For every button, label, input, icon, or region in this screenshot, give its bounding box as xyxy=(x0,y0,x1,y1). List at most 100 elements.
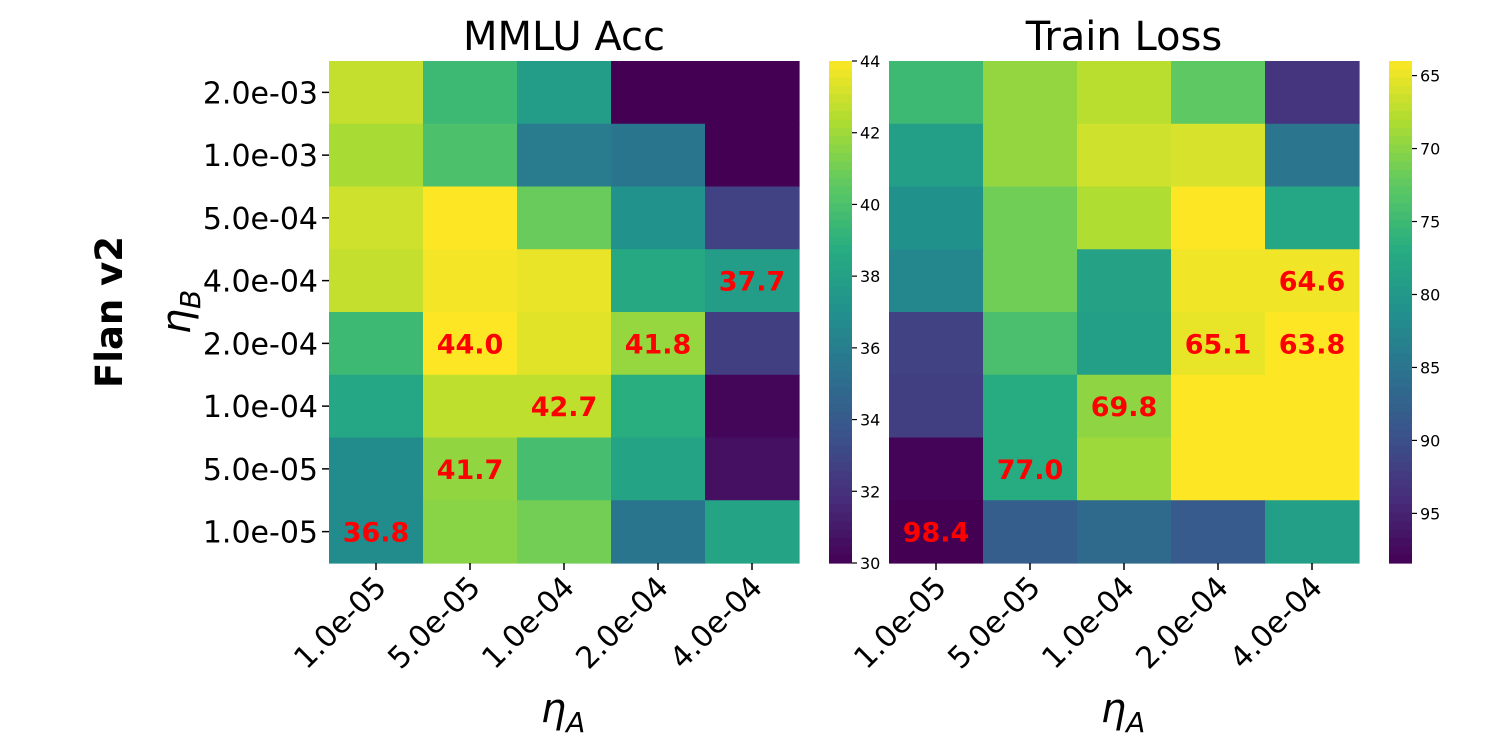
x-axis-label-left-sub: A xyxy=(564,706,585,739)
x-axis-label-left: ηA xyxy=(541,686,586,739)
colorbar-segment xyxy=(829,211,852,221)
colorbar-segment xyxy=(1389,487,1412,497)
x-axis-label-right-sub: A xyxy=(1124,706,1145,739)
colorbar-segment xyxy=(1389,337,1412,347)
heatmap-cell xyxy=(1171,61,1266,125)
colorbar-segment xyxy=(829,186,852,196)
cell-annotation: 44.0 xyxy=(437,329,504,360)
y-tick-label: 5.0e-05 xyxy=(203,453,318,488)
colorbar-segment xyxy=(829,370,852,380)
colorbar-tick-label: 95 xyxy=(1420,504,1440,523)
cell-annotation: 77.0 xyxy=(997,455,1064,486)
heatmap-cell xyxy=(1077,123,1172,188)
heatmap-cell xyxy=(1077,61,1172,125)
heatmap-cell xyxy=(423,186,518,250)
colorbar-segment xyxy=(1389,345,1412,355)
colorbar-segment xyxy=(829,320,852,330)
heatmap-cell xyxy=(423,500,518,564)
colorbar-segment xyxy=(1389,303,1412,313)
y-tick-label: 1.0e-03 xyxy=(203,139,318,174)
heatmap-cell xyxy=(423,312,518,376)
heatmap-cell xyxy=(1265,374,1360,439)
colorbar-segment xyxy=(1389,153,1412,162)
colorbar-segment xyxy=(1389,537,1412,547)
colorbar-segment xyxy=(829,395,852,405)
heatmap-cell xyxy=(329,374,424,439)
colorbar-segment xyxy=(1389,61,1412,70)
panel-title: MMLU Acc xyxy=(463,14,665,60)
heatmap-cell xyxy=(705,312,800,376)
cell-annotation: 41.7 xyxy=(437,455,504,486)
colorbar-segment xyxy=(1389,127,1412,137)
colorbar-segment xyxy=(829,529,852,539)
colorbar-segment xyxy=(829,420,852,430)
colorbar-segment xyxy=(1389,312,1412,321)
colorbar-segment xyxy=(829,236,852,246)
colorbar-segment xyxy=(1389,521,1412,531)
colorbar-tick-label: 75 xyxy=(1420,213,1440,232)
cell-annotation: 65.1 xyxy=(1185,329,1252,360)
colorbar-segment xyxy=(829,178,852,188)
colorbar-segment xyxy=(829,136,852,146)
colorbar-segment xyxy=(1389,378,1412,388)
colorbar-segment xyxy=(1389,178,1412,188)
x-tick-label: 5.0e-05 xyxy=(381,570,487,676)
colorbar-segment xyxy=(1389,496,1412,506)
colorbar-segment xyxy=(1389,479,1412,489)
heatmap-cell xyxy=(705,500,800,564)
heatmap-cell xyxy=(983,186,1078,250)
colorbar-segment xyxy=(1389,69,1412,79)
colorbar-segment xyxy=(1389,412,1412,422)
heatmap-cell xyxy=(889,61,984,125)
heatmap-cell xyxy=(705,123,800,188)
colorbar-segment xyxy=(829,253,852,263)
heatmap-cell xyxy=(889,374,984,439)
colorbar-segment xyxy=(1389,161,1412,171)
heatmap-cell xyxy=(983,312,1078,376)
colorbar-segment xyxy=(1389,470,1412,480)
heatmap-cell xyxy=(705,437,800,501)
colorbar-segment xyxy=(829,328,852,338)
heatmap-cell xyxy=(611,61,706,125)
colorbar-segment xyxy=(1389,119,1412,129)
heatmap-cell xyxy=(517,186,612,250)
colorbar-tick-label: 90 xyxy=(1420,431,1440,450)
cell-annotation: 37.7 xyxy=(719,267,786,298)
colorbar-tick-label: 34 xyxy=(860,411,880,430)
colorbar-segment xyxy=(829,479,852,489)
colorbar-segment xyxy=(1389,454,1412,464)
x-tick-label: 4.0e-04 xyxy=(1223,570,1329,676)
colorbar-segment xyxy=(829,161,852,171)
colorbar-segment xyxy=(1389,253,1412,263)
x-axis-label-right-main: η xyxy=(1101,686,1126,732)
colorbar-segment xyxy=(1389,194,1412,204)
heatmap-cell xyxy=(983,437,1078,501)
x-tick-label: 4.0e-04 xyxy=(663,570,769,676)
cell-annotation: 36.8 xyxy=(343,518,410,549)
heatmap-cell xyxy=(423,374,518,439)
colorbar-segment xyxy=(1389,111,1412,121)
colorbar-segment xyxy=(829,312,852,321)
heatmap-cell xyxy=(983,61,1078,125)
svg-text:ηB: ηB xyxy=(154,290,207,335)
colorbar-segment xyxy=(829,228,852,238)
heatmap-cell xyxy=(1171,374,1266,439)
colorbar-segment xyxy=(829,554,852,564)
colorbar-segment xyxy=(1389,169,1412,179)
heatmap-cell xyxy=(611,249,706,313)
cell-annotation: 41.8 xyxy=(625,329,692,360)
colorbar-segment xyxy=(1389,245,1412,255)
colorbar-segment xyxy=(829,412,852,422)
heatmap-cell xyxy=(889,437,984,501)
heatmap-cell xyxy=(1265,437,1360,501)
heatmap-cell xyxy=(423,123,518,188)
heatmap-cell xyxy=(1077,312,1172,376)
x-axis-label-right: ηA xyxy=(1101,686,1146,739)
colorbar-segment xyxy=(1389,429,1412,439)
colorbar-segment xyxy=(829,303,852,313)
colorbar-tick-label: 85 xyxy=(1420,359,1440,378)
heatmap-cell xyxy=(705,61,800,125)
y-tick-label: 4.0e-04 xyxy=(203,265,318,300)
heatmap-cell xyxy=(329,500,424,564)
